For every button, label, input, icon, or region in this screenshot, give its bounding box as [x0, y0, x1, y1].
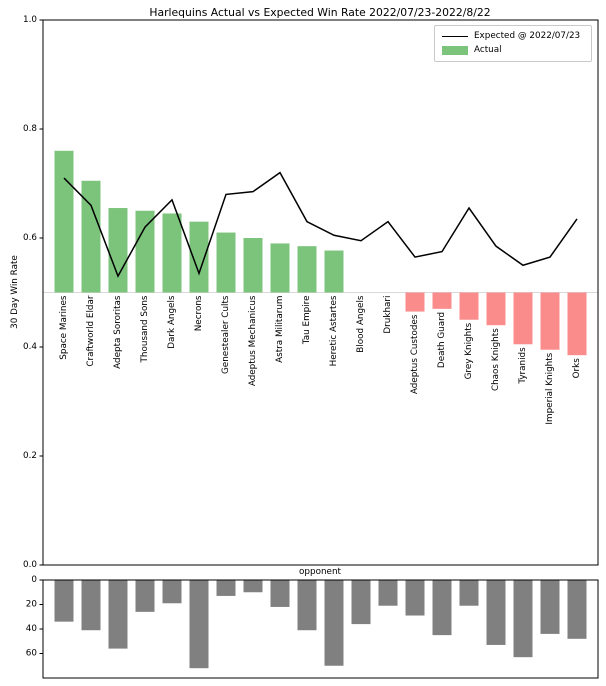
games-bar	[108, 580, 128, 649]
y-tick-label: 0.4	[23, 342, 37, 352]
games-bar	[486, 580, 506, 645]
y-axis-label: 30 Day Win Rate	[10, 255, 20, 329]
actual-bar	[108, 208, 128, 293]
games-y-tick-label: 60	[26, 649, 38, 659]
category-label: Tyranids	[518, 347, 528, 385]
games-bar	[243, 580, 263, 593]
games-bar	[432, 580, 452, 636]
category-label: Imperial Knights	[545, 352, 555, 424]
y-tick-label: 0.0	[23, 560, 37, 570]
legend-item-actual: Actual	[442, 44, 586, 58]
actual-bar	[405, 292, 425, 312]
games-bar	[459, 580, 479, 606]
actual-bar	[81, 180, 101, 293]
x-axis-label: opponent	[299, 567, 341, 577]
actual-bar	[270, 243, 290, 293]
actual-bar	[513, 292, 533, 345]
y-tick-label: 0.8	[23, 124, 37, 134]
actual-bar	[459, 292, 479, 320]
games-bar	[189, 580, 209, 669]
actual-bar	[216, 232, 236, 293]
games-bar	[135, 580, 155, 612]
category-label: Drukhari	[383, 296, 393, 334]
games-bar	[54, 580, 74, 622]
legend-item-expected: Expected @ 2022/07/23	[442, 30, 586, 44]
games-bar	[162, 580, 182, 604]
y-tick-label: 0.6	[23, 233, 37, 243]
category-label: Heretic Astartes	[329, 295, 339, 366]
actual-bar	[297, 246, 317, 293]
actual-bar	[567, 292, 587, 356]
chart-title: Harlequins Actual vs Expected Win Rate 2…	[149, 6, 491, 19]
category-label: Space Marines	[59, 295, 69, 360]
main-plot: Space Marines Craftworld Eldar Adepta Soro…	[23, 15, 599, 570]
games-bar	[297, 580, 317, 631]
games-plot: 0 20 40 60	[26, 575, 599, 679]
games-y-tick-label: 20	[26, 600, 38, 610]
games-bar	[216, 580, 236, 596]
games-bar	[81, 580, 101, 631]
y-tick-label: 0.2	[23, 451, 37, 461]
actual-bar	[486, 292, 506, 326]
games-bar	[405, 580, 425, 616]
games-bar	[324, 580, 344, 666]
legend-label-expected: Expected @ 2022/07/23	[474, 31, 581, 41]
games-bar	[270, 580, 290, 607]
expected-line	[63, 171, 578, 278]
category-label: Grey Knights	[464, 322, 474, 379]
category-label: Craftworld Eldar	[86, 295, 96, 367]
actual-bar	[243, 238, 263, 293]
actual-bar	[432, 292, 452, 309]
games-bar	[351, 580, 371, 625]
games-bar	[540, 580, 560, 634]
category-label: Orks	[572, 358, 582, 379]
actual-bar	[54, 150, 74, 293]
games-bar	[378, 580, 398, 606]
category-label: Adepta Sororitas	[113, 295, 123, 369]
category-label: Thousand Sons	[140, 295, 150, 363]
category-label: Astra Militarum	[275, 296, 285, 363]
category-label: Genestealer Cults	[221, 295, 231, 374]
category-label: Death Guard	[437, 312, 447, 368]
category-label: Necrons	[194, 295, 204, 331]
actual-bar	[189, 221, 209, 293]
category-label: Tau Empire	[302, 296, 312, 346]
games-bar	[513, 580, 533, 658]
actual-bar	[324, 250, 344, 293]
actual-bar	[540, 292, 560, 350]
actual-bar	[162, 213, 182, 293]
actual-bar	[135, 210, 155, 293]
games-bar	[567, 580, 587, 639]
category-label: Chaos Knights	[491, 328, 501, 391]
category-label: Adeptus Mechanicus	[248, 295, 258, 386]
category-label: Dark Angels	[167, 295, 177, 349]
games-y-tick-label: 40	[26, 624, 38, 634]
games-y-tick-label: 0	[31, 575, 37, 585]
y-tick-label: 1.0	[23, 15, 37, 25]
legend-label-actual: Actual	[474, 44, 502, 55]
category-label: Adeptus Custodes	[410, 314, 420, 394]
category-label: Blood Angels	[356, 295, 366, 353]
expected-line-swatch	[442, 36, 468, 38]
legend: Expected @ 2022/07/23 Actual	[434, 25, 592, 63]
main-axes-frame	[42, 19, 599, 566]
actual-patch-swatch	[442, 45, 468, 55]
